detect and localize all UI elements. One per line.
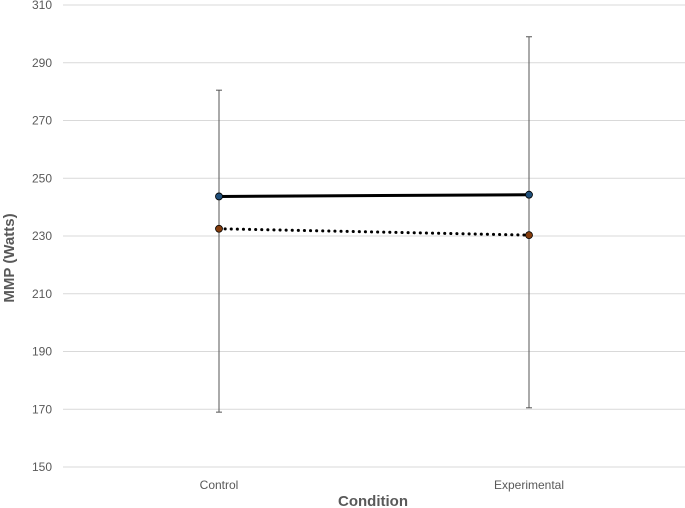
y-tick-label: 250 xyxy=(32,171,52,185)
y-tick-labels: 150 170 190 210 230 250 270 290 310 xyxy=(32,0,52,474)
y-tick-label: 150 xyxy=(32,460,52,474)
x-axis-title: Condition xyxy=(338,493,408,508)
y-tick-label: 210 xyxy=(32,287,52,301)
series-marker xyxy=(215,224,223,233)
series-marker xyxy=(525,231,533,240)
y-tick-label: 310 xyxy=(32,0,52,12)
series-markers xyxy=(215,190,533,240)
error-bars xyxy=(216,36,532,413)
series-lines xyxy=(217,193,531,237)
y-tick-label: 190 xyxy=(32,345,52,359)
x-tick-label: Control xyxy=(200,478,239,492)
y-tick-label: 290 xyxy=(32,56,52,70)
series-line xyxy=(217,227,531,237)
series-marker xyxy=(525,190,533,199)
y-tick-label: 230 xyxy=(32,229,52,243)
gridlines xyxy=(63,4,685,468)
series-line xyxy=(218,193,530,198)
y-tick-label: 170 xyxy=(32,402,52,416)
series-marker xyxy=(215,192,223,201)
y-tick-label: 270 xyxy=(32,114,52,128)
x-tick-labels: Control Experimental xyxy=(200,478,564,492)
x-tick-label: Experimental xyxy=(494,478,564,492)
y-axis-title: MMP (Watts) xyxy=(1,213,18,302)
